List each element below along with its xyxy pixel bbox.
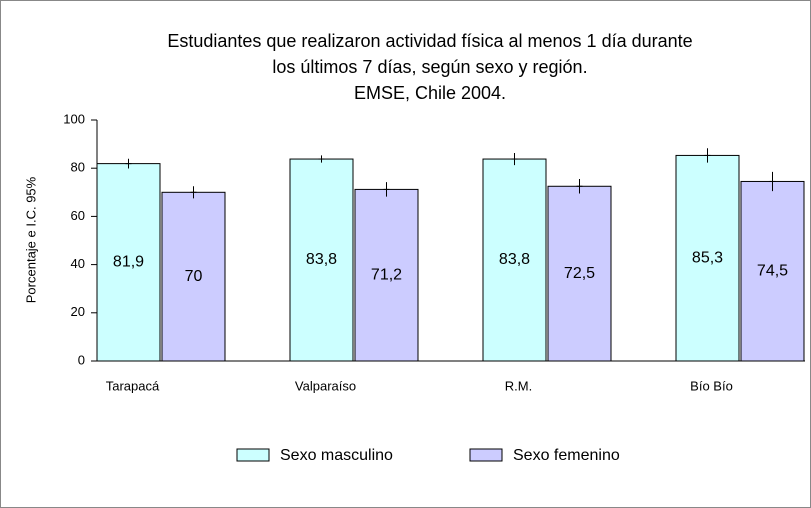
legend-swatch	[236, 448, 270, 462]
bar	[740, 180, 805, 362]
x-tick-label: R.M.	[505, 378, 532, 393]
data-label: 81,9	[113, 254, 144, 271]
bar	[96, 163, 161, 362]
legend-swatch	[469, 448, 503, 462]
data-label: 72,5	[564, 265, 595, 282]
y-tick-label: 0	[78, 352, 85, 367]
chart-title: los últimos 7 días, según sexo y región.	[272, 57, 587, 77]
data-label: 85,3	[692, 249, 723, 266]
y-tick-label: 60	[71, 208, 85, 223]
x-tick-label: Tarapacá	[106, 378, 160, 393]
bar	[482, 158, 547, 362]
y-tick-label: 20	[71, 304, 85, 319]
legend-label: Sexo femenino	[513, 447, 620, 464]
bar	[675, 154, 740, 362]
data-label: 83,8	[306, 251, 337, 268]
chart-title: Estudiantes que realizaron actividad fís…	[167, 31, 692, 51]
y-tick-label: 40	[71, 256, 85, 271]
data-label: 74,5	[757, 262, 788, 279]
data-label: 70	[185, 268, 203, 285]
data-label: 71,2	[371, 266, 402, 283]
y-tick-label: 80	[71, 160, 85, 175]
data-label: 83,8	[499, 251, 530, 268]
x-tick-label: Bío Bío	[690, 378, 733, 393]
legend-label: Sexo masculino	[280, 447, 393, 464]
y-axis-title: Porcentaje e I.C. 95%	[23, 176, 38, 303]
bar	[354, 188, 419, 362]
chart-title: EMSE, Chile 2004.	[354, 83, 506, 103]
y-tick-label: 100	[63, 111, 85, 126]
bar	[289, 158, 354, 362]
x-tick-label: Valparaíso	[295, 378, 356, 393]
